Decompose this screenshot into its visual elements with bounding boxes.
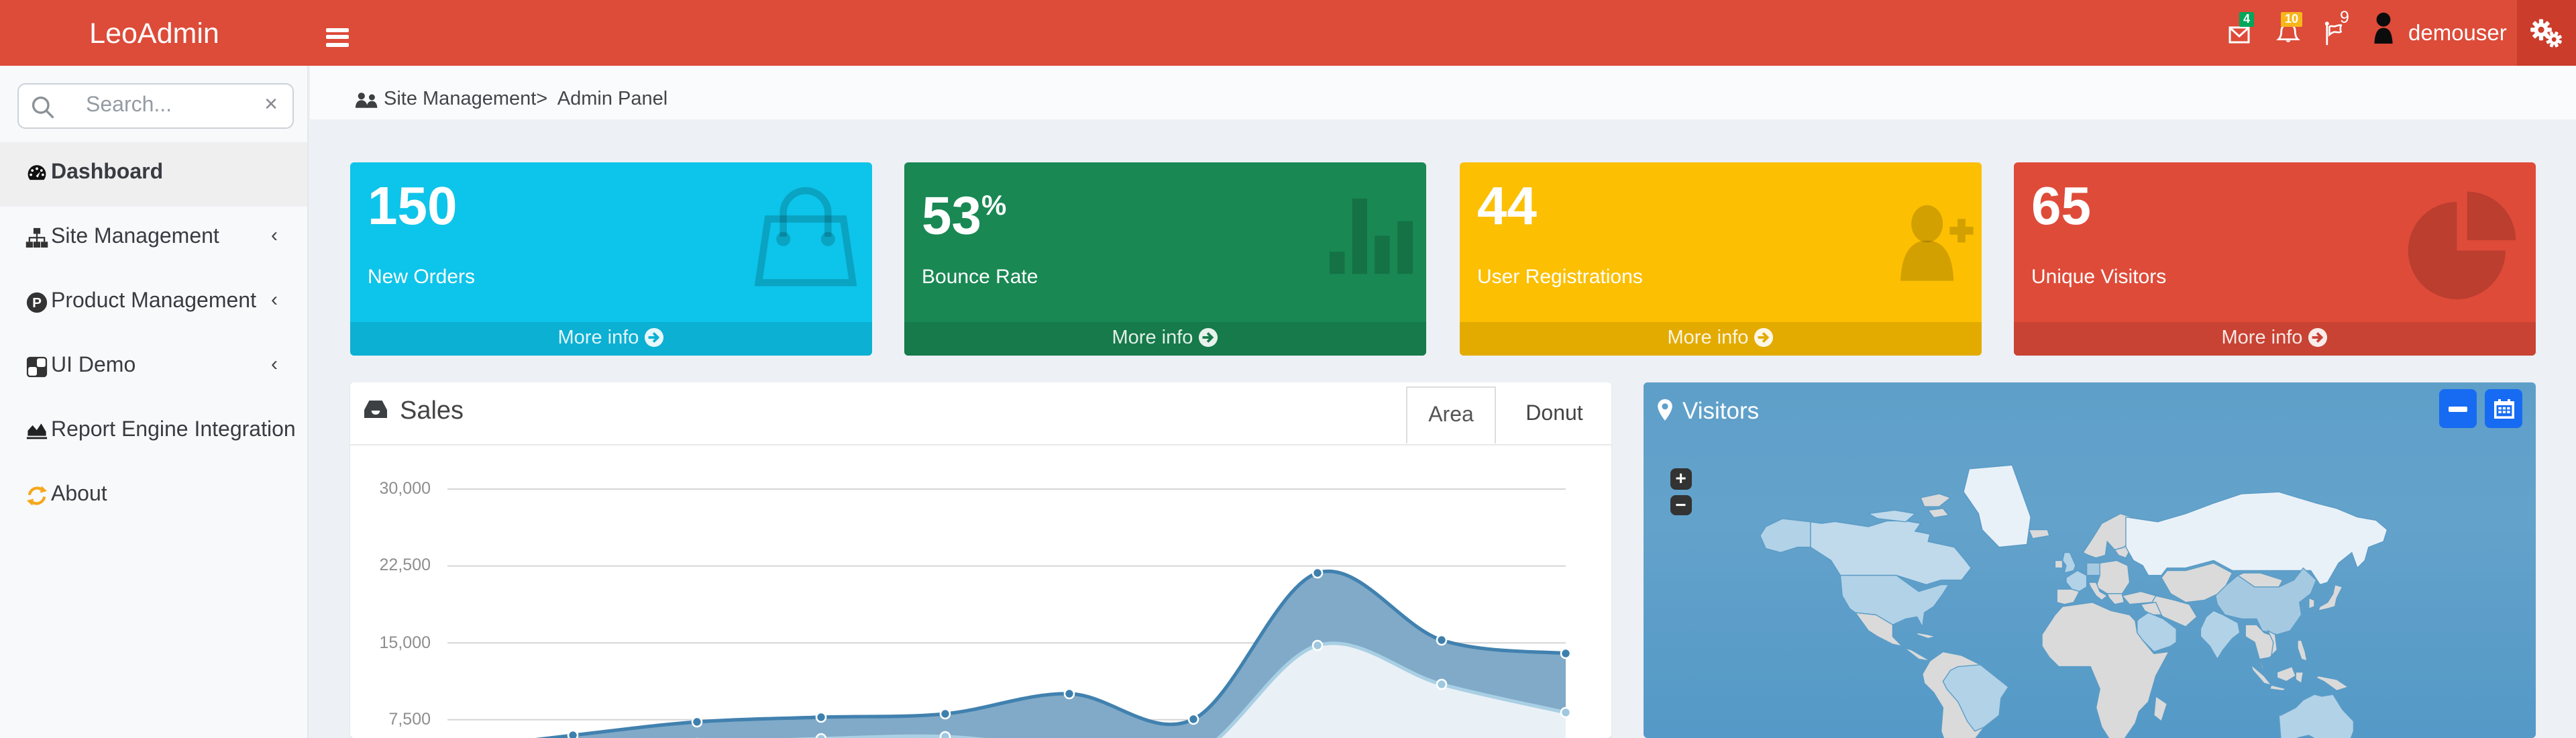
svg-text:P: P	[32, 295, 42, 311]
